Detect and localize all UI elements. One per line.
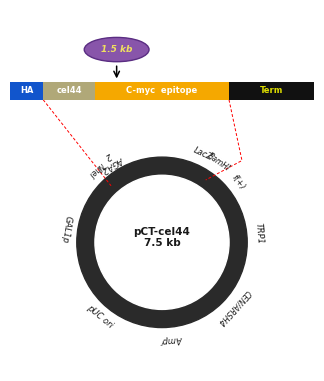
Text: NheI: NheI [87,160,106,179]
Text: f(+): f(+) [230,173,247,192]
Text: CEN/ARSH4: CEN/ARSH4 [216,288,252,327]
Circle shape [77,157,247,328]
Text: BamHI: BamHI [205,151,231,173]
Ellipse shape [84,37,149,62]
Bar [10,82,43,100]
Text: cel44: cel44 [56,86,82,95]
Text: pUC ori: pUC ori [85,303,114,330]
Text: TRP1: TRP1 [253,223,264,245]
Bar [43,82,95,100]
Text: LacZ: LacZ [192,146,214,163]
Text: AGA2
2: AGA2 2 [96,146,125,174]
Bar [95,82,229,100]
Circle shape [95,175,229,309]
Text: 1.5 kb: 1.5 kb [101,45,133,54]
Text: C-myc  epitope: C-myc epitope [126,86,198,95]
Bar [229,82,314,100]
Text: Amp$^r$: Amp$^r$ [158,331,183,347]
Text: pCT-cel44
7.5 kb: pCT-cel44 7.5 kb [133,227,191,248]
Text: GAL1p: GAL1p [59,215,72,243]
Text: Term: Term [260,86,283,95]
Text: HA: HA [20,86,33,95]
